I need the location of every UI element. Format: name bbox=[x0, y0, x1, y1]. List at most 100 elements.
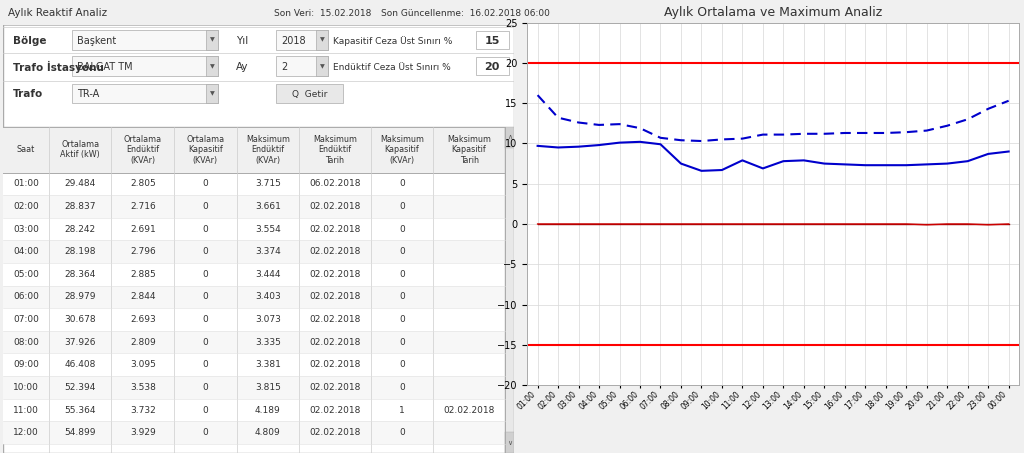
Text: 0: 0 bbox=[399, 383, 404, 392]
Bar bbox=[276, 57, 328, 76]
Text: 04:00: 04:00 bbox=[13, 247, 39, 256]
Text: 0: 0 bbox=[399, 179, 404, 188]
Text: ▼: ▼ bbox=[210, 92, 214, 96]
Text: 0: 0 bbox=[399, 428, 404, 437]
Text: 0: 0 bbox=[203, 293, 208, 301]
Text: ▼: ▼ bbox=[319, 38, 325, 43]
Text: 0: 0 bbox=[203, 202, 208, 211]
Text: 0: 0 bbox=[203, 179, 208, 188]
Title: Aylık Ortalama ve Maximum Analiz: Aylık Ortalama ve Maximum Analiz bbox=[664, 6, 883, 19]
Text: TR-A: TR-A bbox=[77, 89, 99, 100]
Text: 0: 0 bbox=[203, 225, 208, 234]
Text: 0: 0 bbox=[399, 360, 404, 369]
Bar bbox=[3, 2, 514, 24]
Text: 11:00: 11:00 bbox=[13, 405, 39, 414]
Bar bbox=[505, 127, 514, 453]
Text: 0: 0 bbox=[203, 247, 208, 256]
Text: 0: 0 bbox=[203, 337, 208, 347]
Text: Bölge: Bölge bbox=[13, 36, 47, 46]
Text: Ortalama
Kapasitif
(KVAr): Ortalama Kapasitif (KVAr) bbox=[186, 135, 224, 164]
Text: 3.715: 3.715 bbox=[255, 179, 281, 188]
Text: 02.02.2018: 02.02.2018 bbox=[443, 405, 495, 414]
Text: 02.02.2018: 02.02.2018 bbox=[309, 247, 360, 256]
Bar bbox=[207, 84, 218, 103]
Bar bbox=[505, 432, 514, 453]
Text: Maksimum
Endüktif
Tarih: Maksimum Endüktif Tarih bbox=[313, 135, 357, 164]
Text: 05:00: 05:00 bbox=[13, 270, 39, 279]
Text: 28.198: 28.198 bbox=[65, 247, 96, 256]
Text: 0: 0 bbox=[399, 247, 404, 256]
Text: 0: 0 bbox=[399, 337, 404, 347]
Text: 0: 0 bbox=[399, 202, 404, 211]
Text: Trafo İstasyonu: Trafo İstasyonu bbox=[13, 61, 104, 73]
Text: 0: 0 bbox=[203, 405, 208, 414]
Text: 03:00: 03:00 bbox=[13, 225, 39, 234]
Text: Son Güncellenme:  16.02.2018 06:00: Son Güncellenme: 16.02.2018 06:00 bbox=[381, 9, 550, 18]
Text: 37.926: 37.926 bbox=[65, 337, 96, 347]
Text: 2018: 2018 bbox=[282, 36, 306, 46]
Text: 02.02.2018: 02.02.2018 bbox=[309, 337, 360, 347]
Text: 2.805: 2.805 bbox=[130, 179, 156, 188]
Text: 3.374: 3.374 bbox=[255, 247, 281, 256]
Text: ▼: ▼ bbox=[319, 64, 325, 69]
Bar bbox=[316, 57, 328, 76]
Text: 28.837: 28.837 bbox=[65, 202, 96, 211]
Text: BALGAT TM: BALGAT TM bbox=[77, 62, 133, 72]
Text: 02.02.2018: 02.02.2018 bbox=[309, 428, 360, 437]
Text: 28.242: 28.242 bbox=[65, 225, 96, 234]
Text: 46.408: 46.408 bbox=[65, 360, 96, 369]
Bar bbox=[72, 30, 218, 50]
Text: Maksimum
Endüktif
(KVAr): Maksimum Endüktif (KVAr) bbox=[246, 135, 290, 164]
Text: 28.979: 28.979 bbox=[65, 293, 96, 301]
Bar bbox=[3, 421, 505, 444]
Bar bbox=[72, 84, 218, 103]
Bar bbox=[3, 308, 505, 331]
Text: 02.02.2018: 02.02.2018 bbox=[309, 270, 360, 279]
Text: 20: 20 bbox=[484, 62, 500, 72]
Text: 55.364: 55.364 bbox=[65, 405, 96, 414]
Text: Son Veri:  15.02.2018: Son Veri: 15.02.2018 bbox=[273, 9, 372, 18]
Bar bbox=[3, 263, 505, 285]
Text: 2: 2 bbox=[282, 62, 288, 72]
Text: 3.073: 3.073 bbox=[255, 315, 281, 324]
Text: 02.02.2018: 02.02.2018 bbox=[309, 202, 360, 211]
Text: 02.02.2018: 02.02.2018 bbox=[309, 360, 360, 369]
Text: 0: 0 bbox=[203, 383, 208, 392]
Bar bbox=[276, 84, 343, 103]
Bar bbox=[3, 376, 505, 399]
Text: Endüktif Ceza Üst Sınırı %: Endüktif Ceza Üst Sınırı % bbox=[333, 63, 451, 72]
Text: Q  Getir: Q Getir bbox=[292, 90, 328, 99]
Text: 4.189: 4.189 bbox=[255, 405, 281, 414]
Text: 0: 0 bbox=[399, 225, 404, 234]
Text: 01:00: 01:00 bbox=[13, 179, 39, 188]
Text: 02.02.2018: 02.02.2018 bbox=[309, 405, 360, 414]
Text: 1: 1 bbox=[399, 405, 404, 414]
Text: 4.809: 4.809 bbox=[255, 428, 281, 437]
Text: Aylık Reaktif Analiz: Aylık Reaktif Analiz bbox=[8, 9, 108, 19]
Text: 3.732: 3.732 bbox=[130, 405, 156, 414]
Text: 0: 0 bbox=[203, 360, 208, 369]
Text: 0: 0 bbox=[399, 270, 404, 279]
Text: Ortalama
Endüktif
(KVAr): Ortalama Endüktif (KVAr) bbox=[124, 135, 162, 164]
Bar bbox=[207, 57, 218, 76]
Text: 15: 15 bbox=[484, 36, 500, 46]
Bar bbox=[476, 57, 509, 75]
Text: 2.844: 2.844 bbox=[130, 293, 156, 301]
Bar bbox=[3, 195, 505, 218]
Text: 0: 0 bbox=[203, 270, 208, 279]
Text: Ortalama
Aktif (kW): Ortalama Aktif (kW) bbox=[60, 140, 100, 159]
Bar bbox=[3, 173, 505, 195]
Text: 2.796: 2.796 bbox=[130, 247, 156, 256]
Text: Başkent: Başkent bbox=[77, 36, 117, 46]
Bar bbox=[3, 399, 505, 421]
Text: 08:00: 08:00 bbox=[13, 337, 39, 347]
Text: 02.02.2018: 02.02.2018 bbox=[309, 383, 360, 392]
Text: 3.661: 3.661 bbox=[255, 202, 281, 211]
Text: 2.885: 2.885 bbox=[130, 270, 156, 279]
Text: Maksimum
Kapasitif
(KVAr): Maksimum Kapasitif (KVAr) bbox=[380, 135, 424, 164]
Text: 3.335: 3.335 bbox=[255, 337, 281, 347]
Text: 54.899: 54.899 bbox=[65, 428, 96, 437]
Text: Maksimum
Kapasitif
Tarih: Maksimum Kapasitif Tarih bbox=[447, 135, 492, 164]
Text: 12:00: 12:00 bbox=[13, 428, 39, 437]
Bar bbox=[207, 30, 218, 50]
